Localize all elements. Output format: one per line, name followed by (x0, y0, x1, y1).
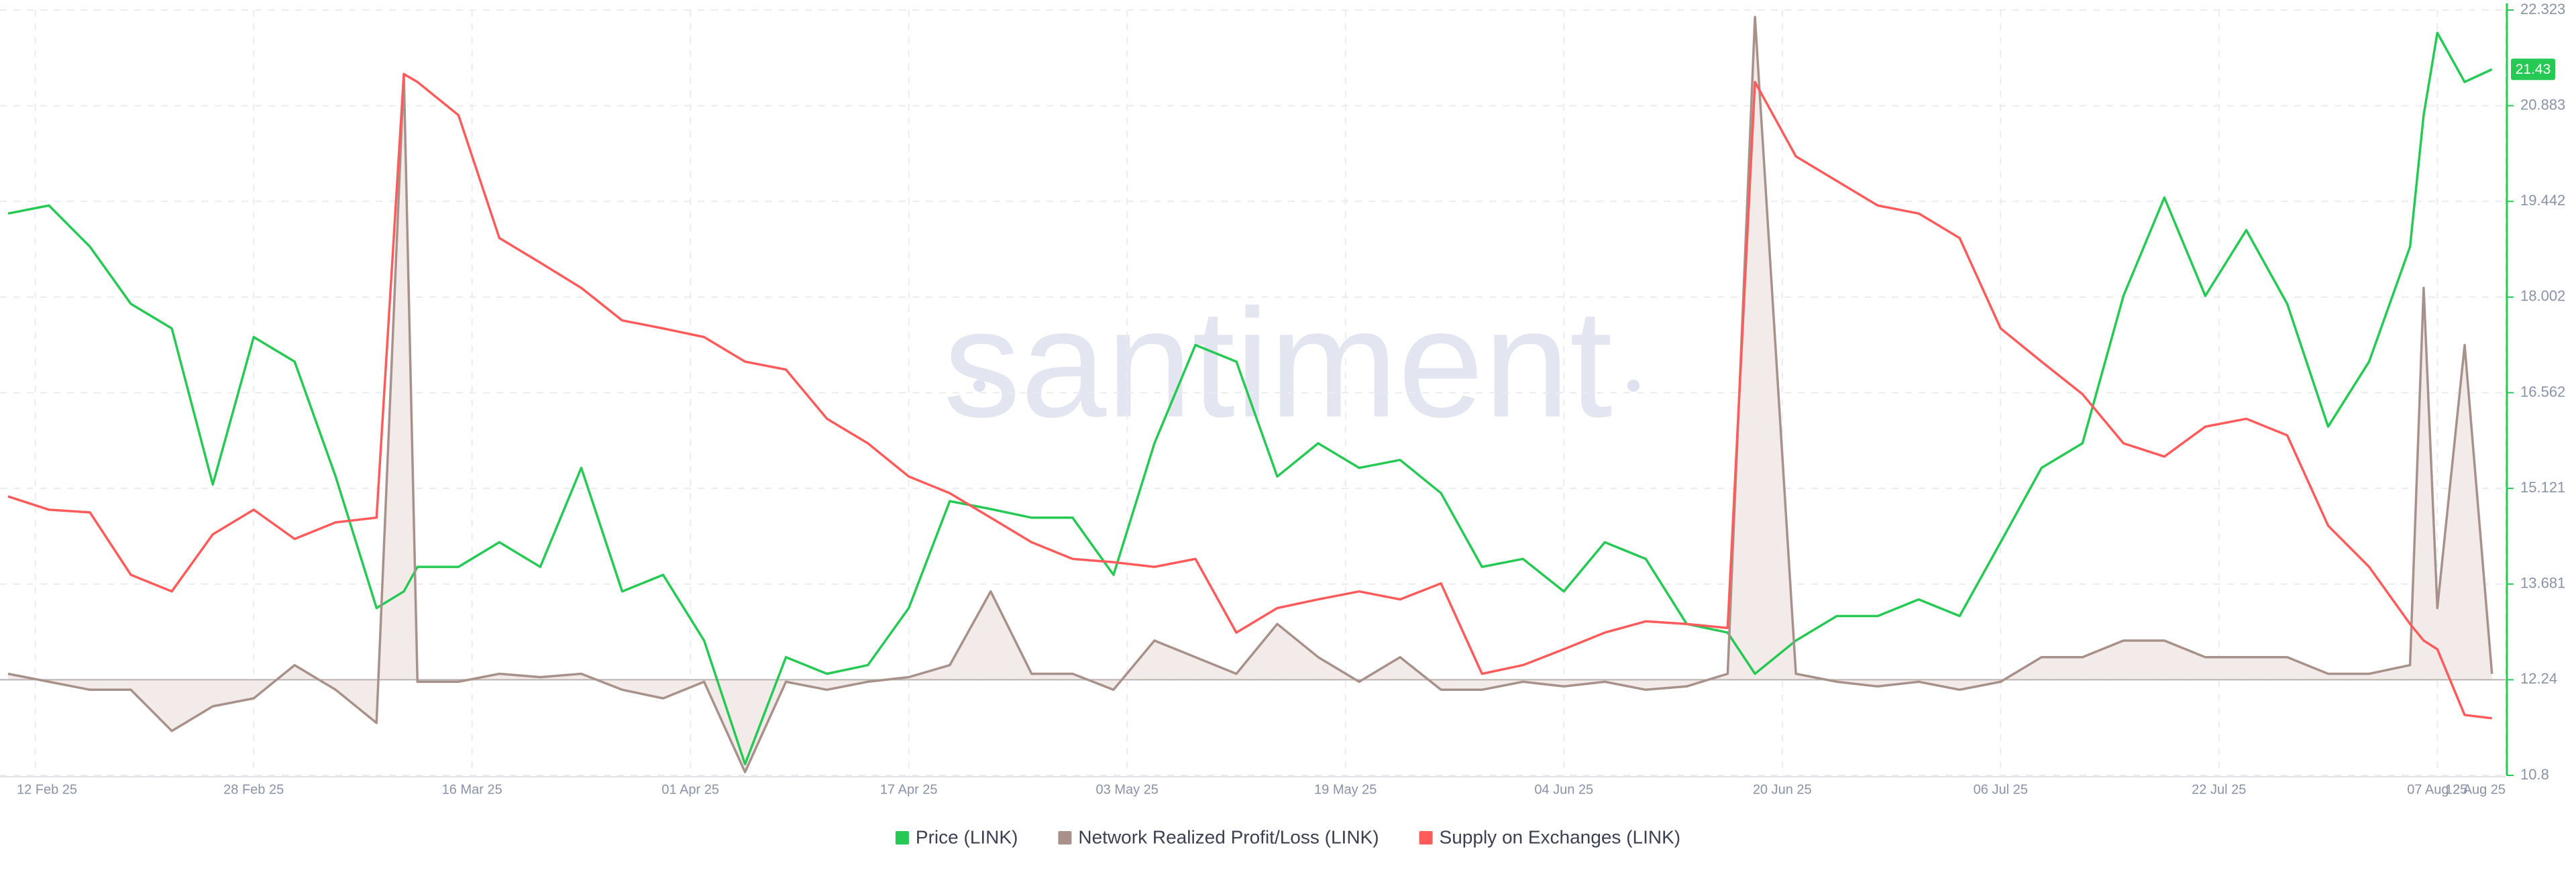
legend-swatch (1058, 831, 1072, 844)
last-value-badge (2511, 58, 2555, 80)
x-tick-label: 04 Jun 25 (1534, 782, 1593, 797)
watermark-dot (1627, 380, 1640, 392)
x-tick-label: 20 Jun 25 (1753, 782, 1812, 797)
legend: Price (LINK) Network Realized Profit/Loss… (895, 826, 1681, 847)
watermark: santiment (943, 277, 1612, 449)
x-tick-label: 12 Feb 25 (17, 782, 77, 797)
x-tick-label: 28 Feb 25 (223, 782, 284, 797)
y-tick-label: 18.002 (2520, 288, 2565, 305)
y-tick-label: 20.883 (2520, 96, 2565, 113)
series-line (7, 72, 2492, 720)
legend-swatch (1419, 831, 1433, 844)
y-tick-label: 15.121 (2520, 479, 2565, 496)
series-line (7, 15, 2493, 773)
x-tick-label: 03 May 25 (1096, 782, 1159, 797)
x-tick-label: 22 Jul 25 (2192, 782, 2246, 797)
y-tick-label: 10.8 (2520, 766, 2549, 783)
legend-label: Supply on Exchanges (LINK) (1440, 826, 1681, 847)
y-tick-label: 12.24 (2520, 670, 2557, 687)
legend-label: Network Realized Profit/Loss (LINK) (1078, 826, 1379, 847)
x-tick-label: 12 Aug 25 (2445, 782, 2506, 797)
y-tick-label: 13.681 (2520, 575, 2565, 592)
y-tick-label: 16.562 (2520, 383, 2565, 400)
watermark-dot (973, 380, 985, 392)
y-tick-label: 22.323 (2520, 1, 2565, 17)
x-tick-label: 07 Aug 25 (2407, 782, 2467, 797)
x-tick-label: 06 Jul 25 (1974, 782, 2028, 797)
x-tick-label: 01 Apr 25 (661, 782, 719, 797)
last-value-label: 21.43 (2516, 62, 2551, 77)
y-tick-label: 19.442 (2520, 192, 2565, 209)
legend-swatch (895, 831, 909, 844)
series-line (7, 32, 2493, 765)
x-tick-label: 19 May 25 (1314, 782, 1377, 797)
x-tick-label: 17 Apr 25 (880, 782, 938, 797)
x-tick-label: 16 Mar 25 (442, 782, 502, 797)
legend-label: Price (LINK) (916, 826, 1018, 847)
